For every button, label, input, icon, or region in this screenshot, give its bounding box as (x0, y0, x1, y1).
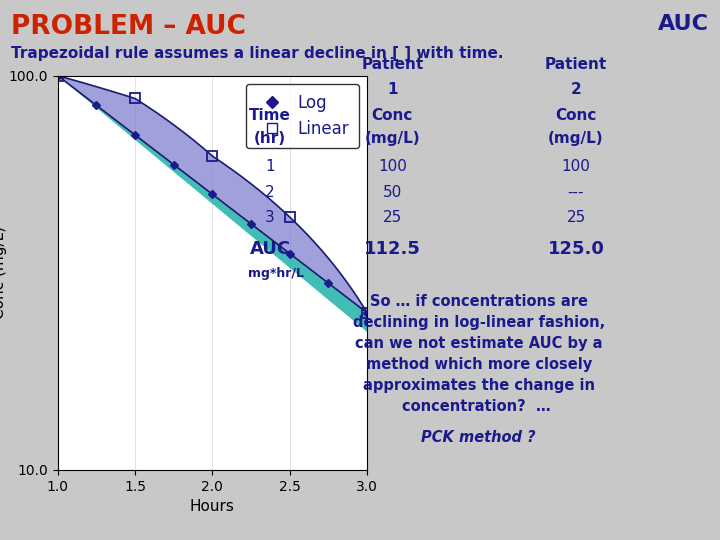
Text: mg*hr/L: mg*hr/L (248, 267, 305, 280)
Text: 2: 2 (571, 82, 581, 97)
Text: 1: 1 (387, 82, 397, 97)
Text: 25: 25 (383, 210, 402, 225)
Text: Trapezoidal rule assumes a linear decline in [ ] with time.: Trapezoidal rule assumes a linear declin… (11, 46, 503, 61)
Text: 50: 50 (383, 185, 402, 200)
Text: AUC: AUC (249, 240, 291, 258)
Text: Patient: Patient (545, 57, 607, 72)
Text: 2: 2 (265, 185, 275, 200)
Text: 125.0: 125.0 (548, 240, 604, 258)
X-axis label: Hours: Hours (190, 499, 235, 514)
Text: Patient: Patient (361, 57, 423, 72)
Text: Conc: Conc (555, 108, 597, 123)
Text: (hr): (hr) (254, 131, 286, 146)
Text: 112.5: 112.5 (364, 240, 420, 258)
Text: ---: --- (568, 185, 584, 200)
Text: 1: 1 (265, 159, 275, 174)
Text: 3: 3 (265, 210, 275, 225)
Text: So … if concentrations are
declining in log-linear fashion,
can we not estimate : So … if concentrations are declining in … (353, 294, 605, 414)
Text: PCK method ?: PCK method ? (421, 430, 536, 445)
Text: Time: Time (249, 108, 291, 123)
Legend: Log, Linear: Log, Linear (246, 84, 359, 148)
Text: 100: 100 (378, 159, 407, 174)
Text: 25: 25 (567, 210, 585, 225)
Text: AUC: AUC (658, 14, 709, 33)
Text: (mg/L): (mg/L) (364, 131, 420, 146)
Text: Conc: Conc (372, 108, 413, 123)
Text: 100: 100 (562, 159, 590, 174)
Y-axis label: Conc (mg/L): Conc (mg/L) (0, 226, 7, 319)
Text: (mg/L): (mg/L) (548, 131, 604, 146)
Text: PROBLEM – AUC: PROBLEM – AUC (11, 14, 246, 39)
